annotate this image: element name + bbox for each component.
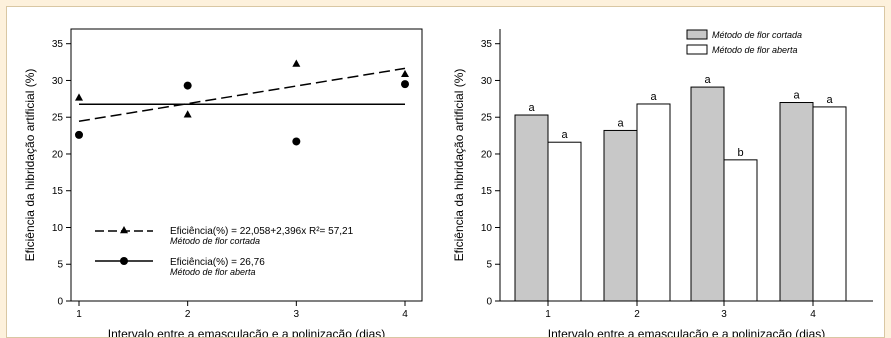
left-legend-triangle-marker: [120, 226, 128, 234]
right-bar-flor-aberta: [723, 159, 758, 302]
left-y-tick-label: 10: [52, 223, 64, 234]
right-bar-significance-letter: a: [650, 91, 657, 103]
left-x-tick-label: 1: [76, 309, 82, 320]
right-bar-significance-letter: a: [617, 117, 624, 129]
right-bar-flor-cortada: [690, 86, 725, 302]
right-bar-significance-letter: a: [704, 74, 711, 86]
right-bar-flor-aberta: [812, 106, 847, 302]
right-bar-significance-letter: a: [793, 90, 800, 102]
right-x-tick-label: 3: [721, 309, 727, 320]
left-legend-circle-marker: [120, 257, 128, 265]
right-y-tick-label: 35: [481, 39, 493, 50]
right-legend-label-flor-cortada: Método de flor cortada: [712, 30, 802, 40]
left-legend-method-2: Método de flor aberta: [170, 267, 256, 277]
left-legend-method-1: Método de flor cortada: [170, 236, 260, 246]
left-y-tick-label: 35: [52, 39, 64, 50]
left-point-flor-cortada: [75, 93, 83, 101]
right-legend-swatch-flor-aberta: [686, 44, 708, 55]
left-point-flor-aberta: [401, 80, 409, 89]
right-x-axis-title: Intervalo entre a emasculação e a polini…: [548, 327, 826, 338]
right-bar-flor-aberta: [547, 141, 582, 302]
right-y-tick-label: 0: [486, 297, 492, 308]
right-y-tick-label: 25: [481, 113, 493, 124]
right-x-tick-label: 4: [810, 309, 816, 320]
left-point-flor-aberta: [75, 130, 83, 139]
left-x-tick-label: 2: [185, 309, 191, 320]
right-bar-significance-letter: a: [826, 94, 833, 106]
right-y-tick-label: 10: [481, 223, 493, 234]
left-y-tick-label: 20: [52, 149, 64, 160]
left-y-tick-label: 15: [52, 186, 64, 197]
right-y-tick-label: 20: [481, 149, 493, 160]
left-y-axis-title: Eficiência da hibridação artificial (%): [23, 69, 37, 262]
left-point-flor-cortada: [292, 59, 301, 67]
right-y-tick-label: 15: [481, 186, 493, 197]
right-y-tick-label: 5: [486, 260, 492, 271]
right-y-axis-title: Eficiência da hibridação artificial (%): [452, 69, 466, 262]
right-x-tick-label: 1: [545, 309, 551, 320]
figure-frame: 0 5 10 15 20 25 30 35 1 2 3 4 Intervalo entre a emas…: [6, 6, 885, 338]
right-legend-swatch-flor-cortada: [686, 29, 708, 40]
right-bar-significance-letter: a: [561, 129, 568, 141]
left-x-tick-label: 4: [402, 309, 408, 320]
left-legend-equation-2: Eficiência(%) = 26,76: [170, 257, 265, 268]
left-y-tick-label: 0: [57, 297, 63, 308]
left-legend-equation-1: Eficiência(%) = 22,058+2,396x R²= 57,21: [170, 226, 354, 237]
left-y-tick-label: 5: [57, 260, 63, 271]
left-x-axis-title: Intervalo entre a emasculação e a polini…: [108, 327, 386, 338]
left-point-flor-cortada: [183, 110, 192, 118]
right-bar-flor-cortada: [514, 114, 549, 302]
right-legend-label-flor-aberta: Método de flor aberta: [712, 45, 798, 55]
left-point-flor-aberta: [183, 81, 192, 90]
right-bar-significance-letter: b: [737, 147, 743, 159]
right-bar-flor-cortada: [779, 102, 814, 302]
right-y-tick-label: 30: [481, 76, 493, 87]
right-bar-flor-cortada: [603, 129, 638, 302]
left-plot-frame: [70, 28, 423, 302]
right-bar-significance-letter: a: [528, 102, 535, 114]
left-fit-line-flor-cortada: [78, 67, 406, 122]
left-point-flor-aberta: [292, 137, 301, 146]
right-x-tick-label: 2: [634, 309, 640, 320]
right-bar-flor-aberta: [636, 103, 671, 302]
left-x-tick-label: 3: [294, 309, 300, 320]
left-y-tick-label: 25: [52, 113, 64, 124]
left-point-flor-cortada: [401, 69, 409, 78]
left-y-tick-label: 30: [52, 76, 64, 87]
